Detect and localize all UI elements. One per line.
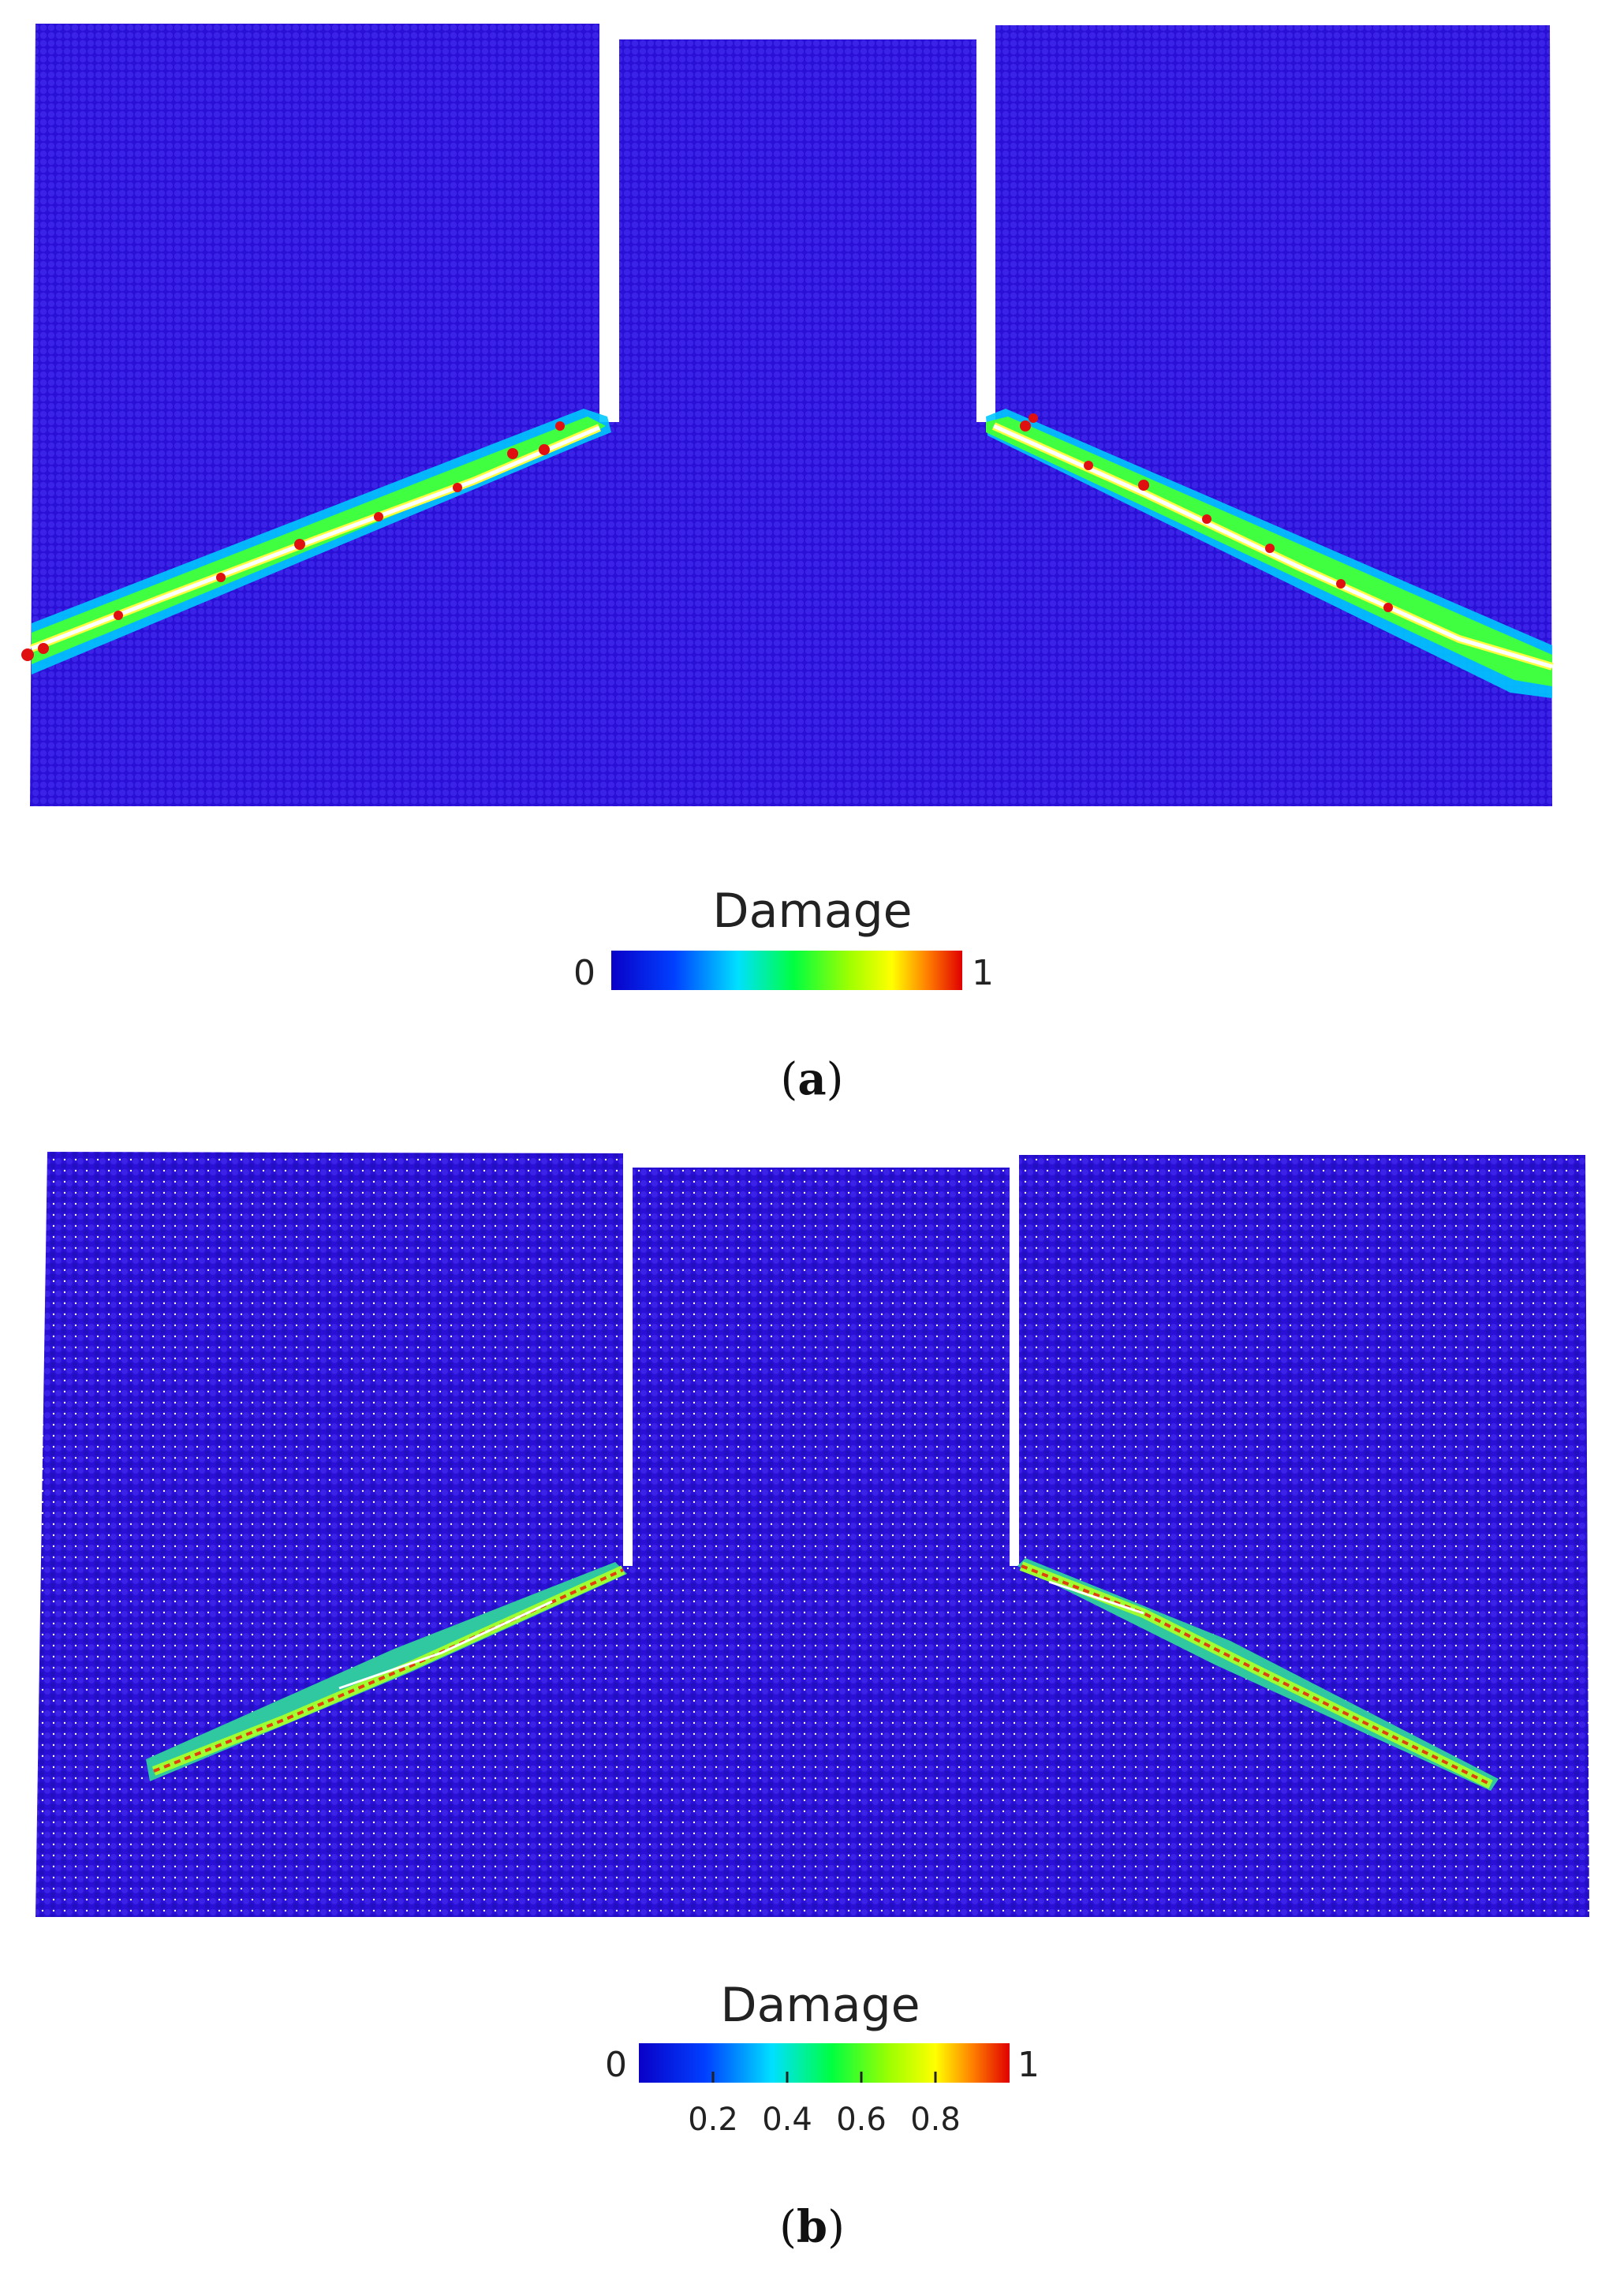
caption-b-close: )	[827, 2202, 845, 2253]
caption-a: (a)	[0, 1053, 1624, 1105]
crack-band-right-b	[1017, 1558, 1499, 1791]
specimen-b	[35, 1152, 1589, 1917]
caption-b: (b)	[0, 2201, 1624, 2253]
crack-band-left-a	[21, 409, 611, 675]
panel-b-plot: Damage 0 1 0.2 0.4 0.6 0.8	[35, 1152, 1589, 2138]
caption-a-letter: a	[797, 1053, 827, 1105]
colorbar-b: Damage 0 1 0.2 0.4 0.6 0.8	[605, 1978, 1040, 2138]
colorbar-b-gradient	[639, 2043, 1010, 2083]
caption-b-open: (	[779, 2202, 797, 2253]
colorbar-a-gradient	[611, 951, 962, 990]
panel-a-plot: Damage 0 1	[21, 24, 1554, 993]
left-notch-b	[623, 1152, 633, 1566]
colorbar-a-title: Damage	[712, 884, 912, 939]
colorbar-b-max-label: 1	[1017, 2045, 1040, 2085]
crack-band-left-b	[146, 1562, 627, 1781]
colorbar-b-tick-marks	[711, 2072, 937, 2083]
colorbar-a: Damage 0 1	[573, 884, 994, 993]
right-notch	[976, 38, 986, 422]
right-notch-b	[1010, 1153, 1019, 1566]
left-notch	[599, 24, 609, 422]
specimen-a	[30, 24, 1552, 806]
panel-a: Damage 0 1	[0, 0, 1624, 1120]
caption-b-letter: b	[796, 2201, 828, 2253]
colorbar-a-max-label: 1	[972, 953, 994, 993]
caption-a-close: )	[826, 1054, 844, 1105]
colorbar-b-tick-label: 0.4	[762, 2102, 812, 2138]
panel-b: Damage 0 1 0.2 0.4 0.6 0.8	[0, 1136, 1624, 2177]
caption-a-open: (	[780, 1054, 798, 1105]
crack-band-right-a	[986, 409, 1554, 698]
colorbar-a-min-label: 0	[573, 953, 595, 993]
colorbar-b-tick-label: 0.8	[910, 2102, 961, 2138]
colorbar-b-tick-label: 0.6	[836, 2102, 887, 2138]
colorbar-b-tick-label: 0.2	[688, 2102, 738, 2138]
colorbar-b-title: Damage	[720, 1978, 920, 2033]
colorbar-b-min-label: 0	[605, 2045, 627, 2085]
